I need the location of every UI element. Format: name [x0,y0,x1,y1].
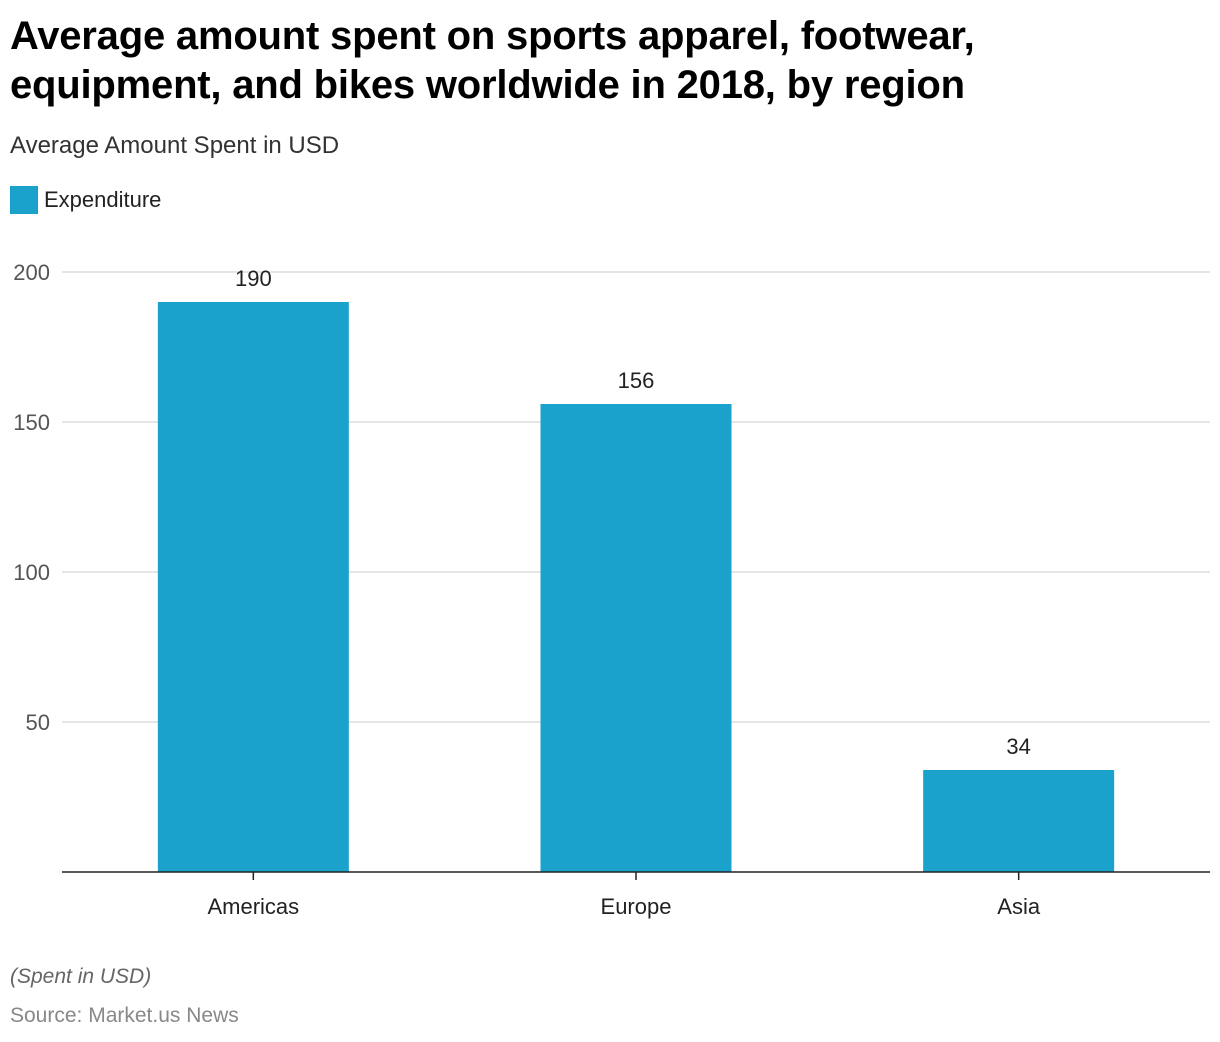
legend-swatch-expenditure [10,186,38,214]
y-tick-label-50: 50 [26,710,50,735]
data-labels: 190 156 34 [235,266,1031,759]
category-label-americas: Americas [207,894,299,919]
y-tick-label-100: 100 [13,560,50,585]
bar-asia [923,770,1115,872]
chart-note: (Spent in USD) [10,965,152,988]
category-label-asia: Asia [997,894,1041,919]
chart-title: Average amount spent on sports apparel, … [10,14,975,107]
chart-source: Source: Market.us News [10,1004,239,1027]
chart-subtitle: Average Amount Spent in USD [10,132,340,159]
y-tick-label-200: 200 [13,260,50,285]
data-label-asia: 34 [1006,734,1030,759]
data-label-europe: 156 [618,368,655,393]
legend-label-expenditure: Expenditure [44,187,162,212]
data-label-americas: 190 [235,266,272,291]
y-axis-tick-labels: 50 100 150 200 [13,260,50,735]
legend: Expenditure [10,186,161,214]
category-labels: Americas Europe Asia [207,894,1040,919]
y-tick-label-150: 150 [13,410,50,435]
bar-americas [157,302,349,872]
category-label-europe: Europe [601,894,672,919]
bar-chart: 50 100 150 200 190 156 34 Americas Europe Asia [13,260,1210,919]
bars [157,302,1115,872]
x-axis-ticks [252,872,1020,880]
bar-europe [540,404,732,872]
